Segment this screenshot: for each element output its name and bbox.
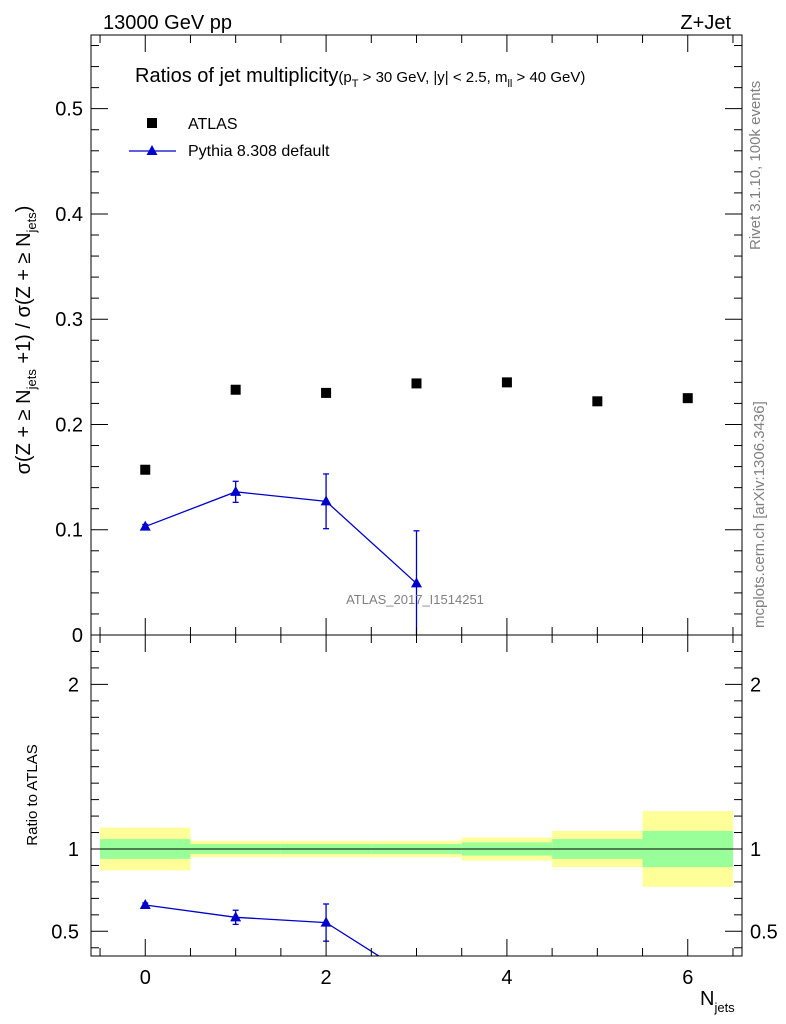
rivet-version-label: Rivet 3.1.10, 100k events <box>747 81 764 250</box>
ratio-ylabel: Ratio to ATLAS <box>24 744 41 845</box>
atlas-point <box>230 384 241 395</box>
ratio-ytick-label-right: 0.5 <box>750 921 778 943</box>
legend: ATLAS Pythia 8.308 default <box>129 116 330 160</box>
xlabel-sub: jets <box>713 1000 735 1015</box>
ratio-xtick-label: 6 <box>682 967 693 989</box>
main-ytick-label: 0.2 <box>55 414 83 436</box>
ratio-panel-frame <box>90 634 743 957</box>
atlas-point <box>501 377 512 388</box>
ratio-panel: 0.5 0.5 1 1 2 2 0 2 4 6 Ratio to ATLAS Njets <box>24 634 778 1015</box>
pythia-point <box>230 485 242 496</box>
ratio-pythia-point <box>230 911 242 922</box>
main-ytick-label: 0.5 <box>55 99 83 121</box>
pythia-line <box>145 491 417 584</box>
atlas-point <box>321 387 332 398</box>
header-energy-label: 13000 GeV pp <box>103 12 232 34</box>
legend-pythia-label: Pythia 8.308 default <box>188 143 330 160</box>
ratio-ytick-label-left: 2 <box>68 674 79 696</box>
ratio-ytick-label-right: 2 <box>750 674 761 696</box>
ratio-ytick-label-left: 0.5 <box>51 921 79 943</box>
ratio-pythia-point <box>320 916 332 927</box>
atlas-point <box>140 464 151 475</box>
ratio-xlabel: Njets <box>700 988 735 1015</box>
legend-atlas-marker <box>147 118 157 128</box>
ratio-ytick-label-left: 1 <box>68 839 79 861</box>
ratio-xtick-label: 2 <box>321 967 332 989</box>
ratio-pythia-line <box>145 904 381 956</box>
main-ytick-label: 0.1 <box>55 520 83 542</box>
ylabel-sub1: jets <box>24 369 39 391</box>
legend-pythia-marker <box>146 145 158 155</box>
pythia-point <box>139 520 151 531</box>
mcplots-label: mcplots.cern.ch [arXiv:1306.3436] <box>751 401 768 628</box>
main-ylabel: σ(Z + ≥ Njets +1) / σ(Z + ≥ Njets) <box>13 206 39 475</box>
atlas-point <box>682 393 693 404</box>
atlas-point <box>592 396 603 407</box>
main-ytick-label: 0 <box>72 625 83 647</box>
ratio-pythia-point <box>139 898 151 909</box>
ratio-ytick-label-right: 1 <box>750 839 761 861</box>
pythia-point <box>411 577 422 588</box>
ratio-xtick-label: 4 <box>501 967 512 989</box>
header-process-label: Z+Jet <box>680 12 731 34</box>
legend-atlas-label: ATLAS <box>188 116 238 133</box>
mll-subscript: ll <box>507 78 512 90</box>
main-panel: 0 0.1 0.2 0.3 0.4 0.5 Ratios of jet multiplic… <box>13 34 743 647</box>
main-title: Ratios of jet multiplicity(pT > 30 GeV, … <box>135 65 585 90</box>
main-title-text: Ratios of jet multiplicity <box>135 65 338 87</box>
main-ytick-label: 0.4 <box>55 204 83 226</box>
main-title-cuts: (pT > 30 GeV, |y| < 2.5, mll > 40 GeV) <box>338 69 585 90</box>
ratio-xtick-label: 0 <box>140 967 151 989</box>
atlas-point <box>411 378 422 389</box>
pythia-point <box>320 495 332 506</box>
pt-subscript: T <box>352 78 359 90</box>
ylabel-sub2: jets <box>24 212 39 234</box>
main-ytick-label: 0.3 <box>55 309 83 331</box>
analysis-watermark: ATLAS_2017_I1514251 <box>346 592 484 607</box>
